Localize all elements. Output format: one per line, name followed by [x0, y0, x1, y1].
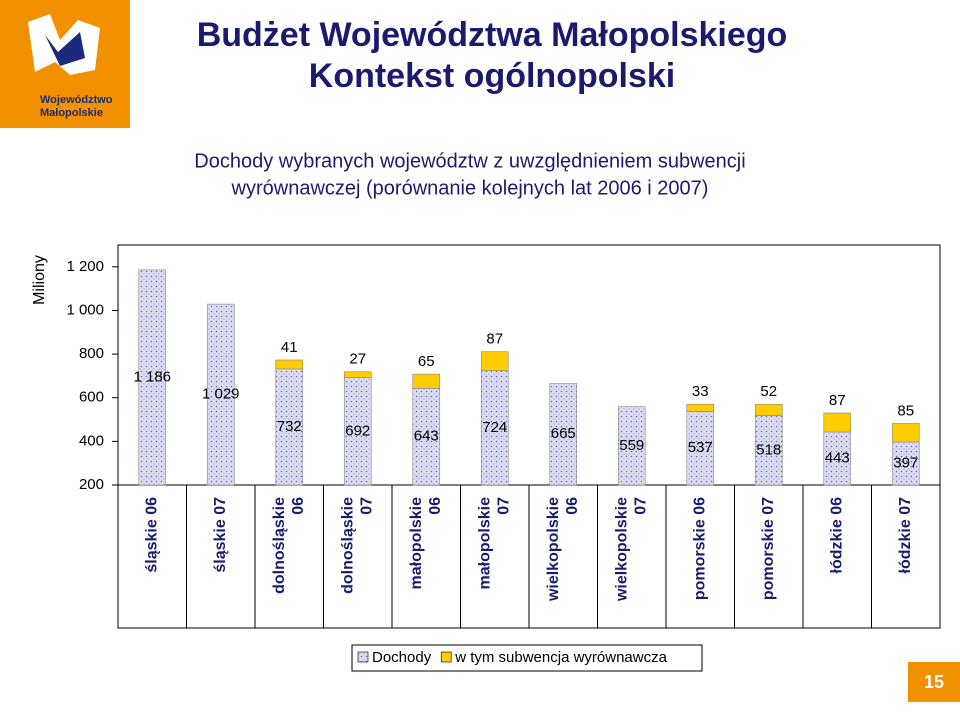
bar-segment [686, 411, 715, 486]
data-label: 33 [692, 383, 709, 400]
data-label: 87 [486, 331, 503, 348]
legend-box [351, 644, 703, 672]
y-tick-label: 1 200 [66, 258, 104, 275]
legend-label: Dochody [372, 649, 432, 666]
x-tick-label: śląskie 06 [143, 497, 160, 573]
data-label: 643 [414, 428, 439, 445]
legend-label: w tym subwencja wyrównawcza [454, 649, 667, 666]
data-label: 52 [760, 383, 777, 400]
logo-text: Województwo [40, 94, 113, 106]
x-tick-label: małopolskie 07 [476, 497, 512, 590]
data-label: 397 [893, 454, 918, 471]
x-tick-label: małopolskie 06 [408, 497, 444, 590]
bar-segment [206, 303, 235, 486]
bar-segment [138, 269, 167, 486]
legend-swatch [440, 651, 452, 663]
y-axis-label: Miliony [31, 255, 48, 305]
bar-segment [343, 371, 372, 378]
y-tick-label: 400 [79, 432, 104, 449]
logo-shape-inner [45, 32, 85, 66]
bar-segment [480, 370, 509, 486]
page-number: 15 [924, 672, 944, 692]
bar-segment [686, 403, 715, 412]
bar-segment [891, 423, 920, 443]
data-label: 1 186 [133, 368, 171, 385]
y-tick-label: 600 [79, 389, 104, 406]
title: Kontekst ogólnopolski [309, 57, 675, 95]
bar-segment [480, 351, 509, 371]
logo-shape [28, 14, 100, 75]
bar-segment [412, 388, 441, 486]
x-tick-label: łódzkie 06 [828, 497, 845, 574]
x-tick-label: łódzkie 07 [897, 497, 914, 574]
y-tick-label: 800 [79, 345, 104, 362]
x-tick-label: pomorskie 06 [691, 497, 708, 600]
data-label: 559 [619, 437, 644, 454]
subtitle: Dochody wybranych województw z uwzględni… [194, 150, 745, 172]
bar-segment [823, 431, 852, 486]
data-label: 724 [482, 419, 507, 436]
bar-segment [412, 373, 441, 389]
data-label: 1 029 [202, 386, 240, 403]
logo-text: Małopolskie [40, 107, 103, 119]
data-label: 518 [756, 441, 781, 458]
bar-segment [275, 359, 304, 370]
bar-segment [275, 368, 304, 486]
bar-segment [343, 377, 372, 486]
x-tick-label: dolnośląskie 07 [339, 497, 375, 594]
data-label: 41 [281, 339, 298, 356]
x-tick-label: wielkopolskie 06 [545, 497, 581, 602]
bar-segment [823, 412, 852, 433]
data-label: 85 [897, 402, 914, 419]
data-label: 443 [825, 449, 850, 466]
page-number-box [908, 662, 960, 702]
data-label: 732 [277, 418, 302, 435]
legend-swatch [357, 651, 369, 663]
bar-segment [754, 415, 783, 486]
x-tick-label: wielkopolskie 07 [613, 497, 649, 602]
x-tick-label: dolnośląskie 06 [271, 497, 307, 594]
title: Budżet Województwa Małopolskiego [197, 16, 788, 54]
bar-segment [617, 406, 646, 486]
data-label: 65 [418, 353, 435, 370]
x-tick-label: śląskie 07 [212, 497, 229, 573]
data-label: 537 [688, 439, 713, 456]
data-label: 27 [349, 351, 366, 368]
y-tick-label: 200 [79, 476, 104, 493]
data-label: 87 [829, 392, 846, 409]
subtitle: wyrównawczej (porównanie kolejnych lat 2… [231, 177, 709, 199]
y-tick-label: 1 000 [66, 301, 104, 318]
data-label: 692 [345, 422, 370, 439]
x-tick-label: pomorskie 07 [760, 497, 777, 600]
bar-segment [754, 403, 783, 416]
bar-segment [891, 441, 920, 486]
data-label: 665 [551, 425, 576, 442]
bar-segment [549, 383, 578, 486]
